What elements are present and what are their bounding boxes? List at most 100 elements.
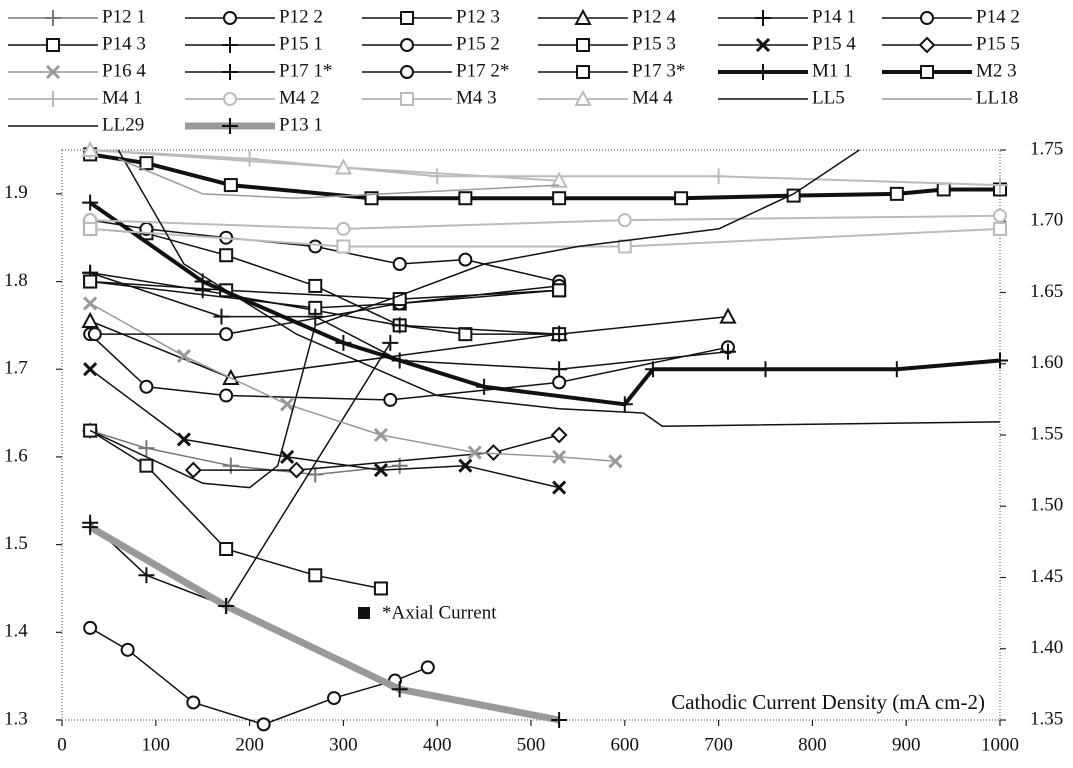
marker: [755, 10, 771, 26]
marker-shape: [176, 432, 192, 447]
marker-shape: [87, 327, 102, 342]
marker-shape: [551, 712, 568, 728]
y-tick-label: 1.9: [4, 182, 28, 203]
marker-shape: [218, 598, 235, 614]
marker-shape: [552, 480, 567, 495]
marker: [576, 65, 590, 79]
marker: [992, 352, 1008, 369]
y-tick-label: 1.5: [4, 533, 28, 554]
marker-shape: [576, 38, 590, 52]
marker-shape: [373, 463, 388, 478]
marker-shape: [45, 64, 61, 80]
marker: [920, 11, 934, 25]
marker: [888, 361, 905, 378]
marker-shape: [552, 283, 567, 298]
annotation: *Axial Current: [382, 602, 497, 623]
marker: [81, 311, 99, 328]
marker-shape: [139, 458, 154, 473]
marker: [308, 239, 323, 254]
legend-item: P15 1: [185, 33, 323, 54]
marker: [458, 458, 473, 473]
marker: [992, 177, 1008, 194]
marker-shape: [992, 352, 1008, 369]
legend-label: P15 4: [812, 33, 856, 54]
marker: [719, 307, 737, 324]
marker-shape: [81, 311, 99, 328]
legend-item: P12 4: [538, 6, 676, 27]
marker: [219, 388, 234, 403]
marker-shape: [755, 10, 771, 26]
legend-label: M4 1: [102, 87, 143, 108]
marker-shape: [550, 171, 568, 188]
marker: [993, 221, 1007, 236]
marker: [336, 239, 351, 254]
marker-shape: [139, 156, 154, 171]
marker-shape: [83, 620, 98, 635]
marker: [400, 92, 414, 106]
marker: [219, 327, 234, 342]
legend-label: P14 3: [102, 33, 146, 54]
marker-shape: [327, 691, 342, 706]
series-line: [90, 280, 560, 300]
marker-shape: [757, 361, 774, 378]
marker-shape: [176, 349, 192, 364]
marker: [458, 252, 473, 267]
marker-shape: [992, 177, 1008, 194]
marker: [467, 445, 482, 460]
marker-shape: [82, 519, 99, 536]
marker: [280, 397, 295, 412]
legend-item: LL29: [8, 114, 144, 135]
legend-label: P12 2: [279, 6, 323, 27]
marker: [755, 37, 771, 53]
series-line: [117, 158, 560, 199]
marker: [552, 480, 567, 495]
marker-shape: [382, 334, 399, 351]
marker: [335, 334, 352, 351]
marker: [120, 642, 135, 657]
marker-shape: [223, 11, 237, 25]
marker: [82, 519, 99, 536]
marker-shape: [308, 239, 323, 254]
marker-shape: [420, 660, 435, 675]
marker: [608, 454, 623, 469]
marker-shape: [256, 717, 271, 732]
marker-shape: [467, 445, 482, 460]
marker-shape: [83, 274, 98, 289]
marker: [46, 38, 60, 52]
marker-shape: [138, 440, 155, 457]
marker: [392, 257, 407, 271]
marker: [420, 660, 435, 675]
marker: [176, 349, 192, 364]
marker: [574, 89, 592, 106]
marker-shape: [616, 396, 633, 413]
marker: [280, 449, 295, 464]
marker: [918, 36, 936, 54]
legend-item: P14 1: [718, 6, 856, 27]
marker-shape: [936, 182, 951, 197]
marker: [382, 334, 399, 351]
marker: [552, 283, 567, 298]
legend-label: P12 4: [632, 6, 676, 27]
marker-shape: [222, 37, 238, 53]
marker: [223, 11, 237, 25]
marker-shape: [391, 681, 408, 698]
x-axis-label: Cathodic Current Density (mA cm-2): [671, 690, 985, 714]
marker-shape: [755, 64, 771, 80]
legend-item: P15 3: [538, 33, 676, 54]
marker-shape: [219, 388, 234, 403]
legend-label: P12 3: [456, 6, 500, 27]
marker-shape: [400, 38, 414, 52]
legend-item: P14 3: [8, 33, 146, 54]
x-tick-label: 100: [142, 734, 171, 755]
y2-tick-label: 1.55: [1030, 423, 1063, 444]
marker-shape: [307, 308, 324, 325]
legend-item: P15 4: [718, 33, 856, 54]
series-line: [90, 227, 1001, 248]
marker-shape: [476, 378, 493, 395]
marker: [617, 239, 632, 254]
marker: [336, 221, 351, 236]
marker-shape: [222, 457, 239, 474]
marker-shape: [82, 194, 99, 211]
marker-shape: [889, 186, 904, 201]
marker: [81, 140, 99, 157]
